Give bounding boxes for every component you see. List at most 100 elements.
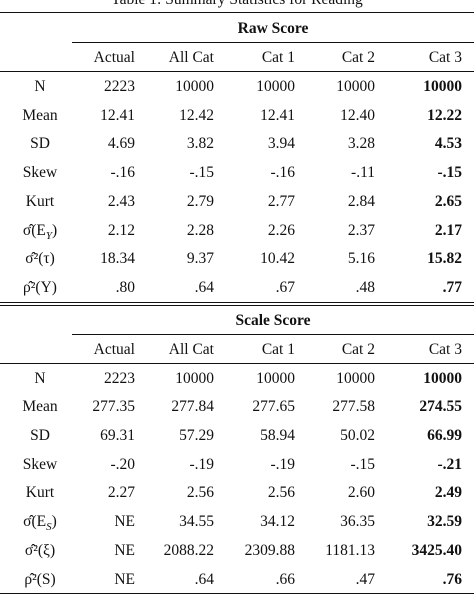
cell: 277.58 [332,398,375,416]
rule [0,71,474,72]
cell: 5.16 [347,250,375,268]
cell: 32.59 [427,513,462,531]
label-subscript: S [46,521,52,534]
cell: 2.17 [434,221,462,239]
cell: 10000 [175,369,214,387]
label-text: Kurt [25,484,55,502]
label-text: σ̂(E [22,221,46,239]
cell: -.15 [350,455,375,473]
cell: -.16 [110,164,135,182]
cell: 10000 [336,78,375,95]
cell: 9.37 [186,250,214,268]
column-header: Cat 1 [261,340,295,358]
label-text: SD [30,427,50,444]
cell: 69.31 [100,427,135,444]
cell: -.19 [270,455,295,473]
cell: 2.84 [347,192,375,210]
cell: 2.49 [434,484,462,502]
cell: NE [114,513,135,531]
label-text: Mean [22,398,58,416]
cell: 10000 [256,78,295,95]
cell: .64 [194,570,214,588]
cell: 3.28 [347,135,375,153]
column-header: All Cat [168,49,214,66]
row-label: SD [30,427,50,445]
rule [0,593,474,595]
row-label: Mean [22,107,57,125]
row-label: ρ̂²(Y) [23,279,57,297]
cell: 66.99 [427,427,462,444]
cell: 4.69 [107,135,135,153]
cell: 2.65 [434,192,462,210]
row-label: Skew [23,164,57,182]
label-text: ) [51,221,58,239]
label-text: σ̂(E [23,513,47,531]
column-header: Actual [93,49,135,66]
cell: 2.56 [186,484,214,502]
label-text: σ̂²(ξ) [24,541,56,559]
cell: .47 [355,570,375,588]
row-label: N [34,78,45,96]
cell: 2.56 [267,484,295,502]
cell: 2.77 [267,192,295,210]
cell: -.16 [270,164,295,182]
label-text: SD [30,135,50,153]
cell: 10000 [423,369,462,387]
cell: .64 [194,278,214,296]
cell: -.15 [189,164,214,182]
cell: 3.94 [267,135,295,153]
cell: 2.43 [107,192,135,210]
cell: -.21 [437,455,462,473]
cell: 2.60 [347,484,375,502]
rule [0,301,474,303]
column-header: Cat 2 [341,49,375,66]
cell: 12.22 [427,106,462,124]
row-label: Kurt [26,484,54,502]
cell: .80 [115,278,135,296]
cell: 2088.22 [163,541,214,559]
row-label: σ̂²(τ) [25,250,55,268]
cell: NE [114,541,135,559]
cell: 2.37 [347,221,375,239]
table-title: Table 1: Summary Statistics for Reading [111,0,363,9]
cell: 12.41 [260,106,295,124]
label-text: ρ̂²(S) [24,570,56,588]
cell: 50.02 [340,427,375,444]
cell: 10000 [175,78,214,95]
cell: 2.28 [186,221,214,239]
cell: 36.35 [340,513,375,531]
column-header: Cat 3 [428,340,462,358]
cell: 34.55 [179,513,214,531]
label-text: ρ̂²(Y) [23,278,57,296]
cell: 10.42 [260,250,295,268]
cell: 58.94 [260,427,295,444]
rule [0,304,474,306]
cell: 1181.13 [325,541,375,559]
cell: -.11 [351,164,375,182]
cell: 2223 [104,369,135,387]
rule [0,12,474,13]
column-header: Cat 2 [341,340,375,358]
rule [72,42,474,43]
label-subscript: Y [45,229,52,242]
cell: 277.65 [252,398,295,416]
cell: 2.26 [267,221,295,239]
cell: 277.84 [171,398,214,416]
row-label: ρ̂²(S) [24,571,55,589]
cell: 3.82 [186,135,214,153]
cell: 15.82 [427,250,462,268]
cell: .67 [275,278,295,296]
cell: .77 [442,278,462,296]
column-header: Cat 1 [261,49,295,66]
cell: -.15 [437,164,462,182]
label-text: Mean [22,106,58,124]
row-label: σ̂(EY) [23,222,57,245]
cell: 12.40 [340,106,375,124]
cell: 2.79 [186,192,214,210]
cell: -.20 [110,455,135,473]
section-heading: Scale Score [235,311,311,329]
cell: 274.55 [419,398,462,416]
row-label: SD [30,135,50,153]
cell: 2.27 [107,484,135,502]
